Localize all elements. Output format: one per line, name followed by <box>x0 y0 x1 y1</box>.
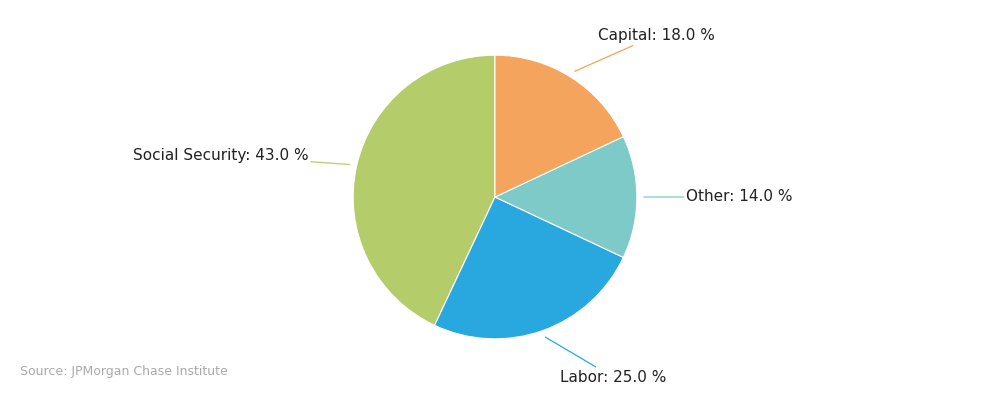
Text: Source: JPMorgan Chase Institute: Source: JPMorgan Chase Institute <box>20 365 228 378</box>
Wedge shape <box>353 55 495 325</box>
Text: Capital: 18.0 %: Capital: 18.0 % <box>575 28 714 71</box>
Text: Social Security: 43.0 %: Social Security: 43.0 % <box>133 148 350 165</box>
Wedge shape <box>495 55 623 197</box>
Text: Labor: 25.0 %: Labor: 25.0 % <box>545 337 666 385</box>
Text: Other: 14.0 %: Other: 14.0 % <box>644 190 793 204</box>
Wedge shape <box>495 137 637 257</box>
Wedge shape <box>435 197 623 339</box>
